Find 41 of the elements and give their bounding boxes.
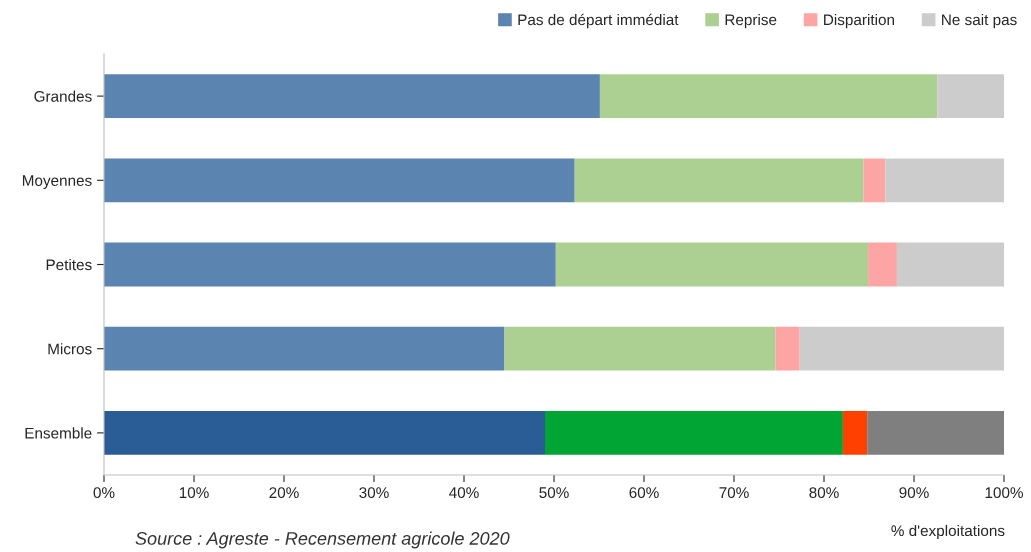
- bar: [104, 411, 545, 455]
- bar: [937, 74, 1004, 118]
- legend-label: Ne sait pas: [942, 13, 1017, 29]
- y-tick-label: Micros: [48, 343, 92, 355]
- bar: [842, 411, 868, 455]
- x-tick-label: 40%: [449, 487, 479, 499]
- bar: [868, 242, 897, 287]
- x-axis-title: % d'exploitations: [891, 524, 1005, 540]
- y-tick-label: Grandes: [34, 90, 92, 102]
- bar: [574, 158, 864, 203]
- legend-label: Disparition: [824, 13, 895, 29]
- bar: [896, 242, 1004, 287]
- y-tick-label: Moyennes: [22, 175, 92, 190]
- source-note: Source : Agreste - Recensement agricole 2020: [135, 531, 510, 549]
- y-tick-label: Ensemble: [25, 427, 92, 439]
- legend-label: Reprise: [725, 13, 777, 29]
- x-tick-label: 30%: [359, 487, 389, 499]
- bar: [555, 242, 869, 287]
- bar: [799, 326, 1004, 371]
- bar: [863, 158, 886, 203]
- bar: [104, 326, 505, 371]
- x-tick-label: 20%: [269, 487, 299, 499]
- bar: [104, 74, 600, 118]
- bar: [104, 242, 556, 287]
- bar: [504, 326, 776, 371]
- x-tick-label: 50%: [539, 487, 569, 499]
- x-tick-label: 10%: [179, 487, 209, 499]
- bar: [104, 158, 575, 203]
- legend-label: Pas de départ immédiat: [518, 13, 679, 29]
- bar: [775, 326, 800, 371]
- x-tick-label: 70%: [719, 487, 749, 499]
- x-tick-label: 80%: [809, 487, 839, 499]
- bar: [599, 74, 938, 118]
- y-tick-label: Petites: [46, 258, 92, 271]
- bar: [885, 158, 1004, 203]
- bar: [867, 411, 1004, 455]
- x-tick-label: 100%: [985, 487, 1023, 499]
- x-tick-label: 90%: [899, 487, 929, 499]
- x-tick-label: 60%: [629, 487, 659, 499]
- x-tick-label: 0%: [93, 487, 115, 499]
- bar: [545, 411, 843, 455]
